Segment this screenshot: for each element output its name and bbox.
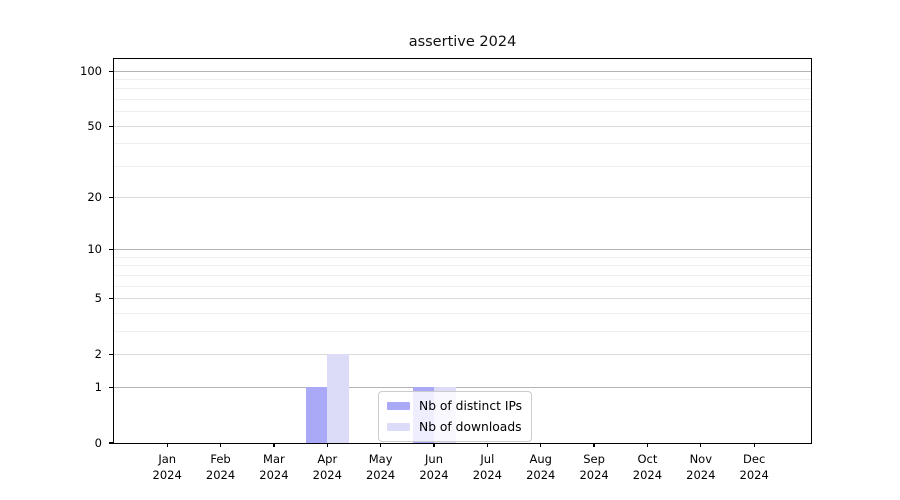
y-axis-tick [109,197,114,199]
y-tick-label: 100 [80,63,102,78]
x-tick-label: Dec 2024 [722,452,786,483]
gridline [114,197,811,199]
x-tick-year: 2024 [686,467,716,482]
x-tick-label: Sep 2024 [562,452,626,483]
x-tick-label: Mar 2024 [242,452,306,483]
x-tick-year: 2024 [526,467,556,482]
x-axis-tick [646,443,649,447]
y-axis-tick [109,386,114,388]
x-tick-month: Jan [158,452,177,466]
gridline [114,125,811,127]
x-axis-tick [700,443,702,447]
x-tick-month: Sep [583,452,605,466]
x-axis-tick [166,443,168,447]
x-tick-label: Apr 2024 [295,452,359,483]
x-tick-month: Apr [317,452,338,466]
minor-gridline [114,330,811,332]
x-tick-label: May 2024 [349,452,413,483]
x-tick-year: 2024 [205,467,236,482]
gridline [114,298,811,300]
y-tick-label: 20 [87,190,102,205]
y-axis-tick [109,125,114,127]
y-axis-tick [109,353,114,356]
x-tick-year: 2024 [152,467,182,482]
minor-gridline [114,88,811,90]
x-tick-month: Nov [689,452,713,466]
x-tick-month: Oct [637,452,658,466]
x-axis-tick [433,443,435,447]
y-axis-tick [109,298,114,300]
legend-label-distinct-ips: Nb of distinct IPs [419,399,523,413]
minor-gridline [114,143,811,145]
y-tick-label: 50 [87,118,102,133]
x-tick-label: Jun 2024 [402,452,466,483]
legend-swatch-distinct-ips-icon [387,402,410,410]
chart-title: assertive 2024 [408,34,517,50]
bar [305,387,328,443]
minor-gridline [114,285,811,287]
x-tick-year: 2024 [365,467,396,482]
x-tick-label: Jul 2024 [455,452,519,483]
x-axis-tick [326,443,328,447]
y-tick-label: 5 [94,291,102,306]
x-tick-year: 2024 [579,467,609,482]
y-axis-tick [109,70,114,72]
x-axis-tick [593,443,595,447]
x-axis-tick [753,443,755,447]
y-tick-label: 2 [94,346,102,361]
x-axis-tick [540,443,542,447]
x-tick-year: 2024 [312,467,342,482]
x-tick-label: Jan 2024 [135,452,199,483]
legend-entry-downloads: Nb of downloads [387,419,522,435]
x-tick-year: 2024 [632,467,663,482]
y-axis-tick [109,249,114,251]
x-tick-month: Dec [743,452,766,466]
legend-swatch-downloads-icon [387,423,410,431]
x-tick-month: Feb [210,452,231,466]
legend-entry-distinct-ips: Nb of distinct IPs [387,398,522,414]
minor-gridline [114,165,811,167]
minor-gridline [114,111,811,113]
x-tick-year: 2024 [472,467,502,482]
x-tick-label: Oct 2024 [615,452,679,483]
x-tick-month: Jul [480,452,495,466]
x-axis-tick [219,443,222,447]
x-axis-tick [486,443,488,447]
minor-gridline [114,99,811,101]
x-tick-label: Nov 2024 [669,452,733,483]
x-tick-month: Aug [529,452,552,466]
x-tick-label: Feb 2024 [189,452,253,483]
bar [327,354,349,443]
minor-gridline [114,257,811,258]
minor-gridline [114,79,811,81]
x-tick-month: May [368,452,393,466]
legend: Nb of distinct IPs Nb of downloads [378,391,533,442]
x-tick-month: Jun [425,452,443,466]
x-axis-tick [273,443,275,447]
x-tick-month: Mar [263,452,285,466]
major-gridline [114,70,811,72]
y-tick-label: 0 [94,435,102,450]
plot-area [113,58,812,444]
x-tick-label: Aug 2024 [509,452,573,483]
y-axis-tick [109,442,114,444]
x-tick-year: 2024 [259,467,289,482]
x-axis-tick [380,443,382,447]
major-gridline [114,249,811,251]
x-tick-year: 2024 [739,467,769,482]
major-gridline [114,386,811,388]
gridline [114,353,811,355]
y-tick-label: 10 [87,242,102,257]
y-tick-label: 1 [94,379,102,394]
legend-label-downloads: Nb of downloads [419,420,522,434]
minor-gridline [114,312,811,314]
minor-gridline [114,274,811,276]
minor-gridline [114,265,811,267]
x-tick-year: 2024 [419,467,449,482]
